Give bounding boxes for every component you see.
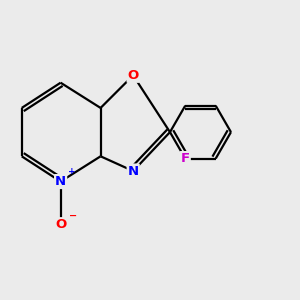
Text: O: O <box>55 218 66 231</box>
Text: O: O <box>128 69 139 82</box>
Text: −: − <box>69 210 77 220</box>
Text: F: F <box>181 152 190 165</box>
Text: N: N <box>128 164 139 178</box>
Text: N: N <box>55 175 66 188</box>
Text: +: + <box>68 167 76 176</box>
